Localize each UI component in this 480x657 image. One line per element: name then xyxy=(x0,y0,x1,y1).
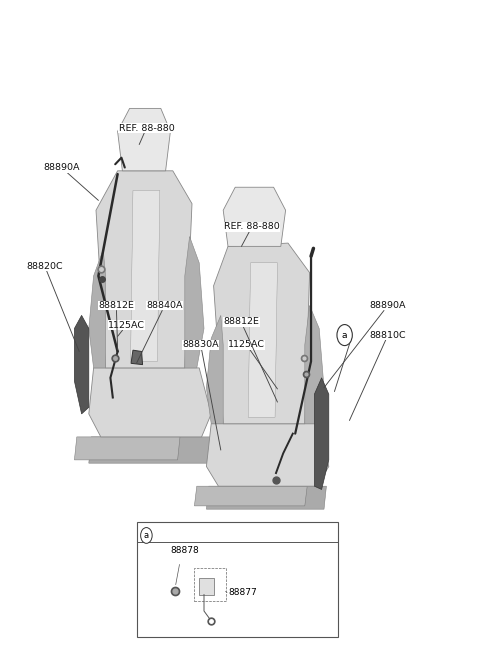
Bar xyxy=(199,578,214,595)
Polygon shape xyxy=(74,437,180,460)
Text: REF. 88-880: REF. 88-880 xyxy=(224,222,280,246)
Polygon shape xyxy=(206,486,326,509)
Polygon shape xyxy=(223,187,286,246)
Circle shape xyxy=(141,528,152,543)
Polygon shape xyxy=(131,191,160,361)
Polygon shape xyxy=(96,171,192,368)
Text: 1125AC: 1125AC xyxy=(228,340,277,389)
Polygon shape xyxy=(89,368,211,437)
Text: 88830A: 88830A xyxy=(182,340,221,450)
Polygon shape xyxy=(194,486,307,506)
Polygon shape xyxy=(305,306,324,424)
Text: 1125AC: 1125AC xyxy=(108,321,145,336)
Polygon shape xyxy=(314,378,329,489)
Text: 88812E: 88812E xyxy=(98,301,134,350)
Polygon shape xyxy=(89,437,214,463)
Polygon shape xyxy=(74,315,89,414)
Text: a: a xyxy=(342,330,348,340)
Text: 88810C: 88810C xyxy=(349,330,406,420)
Bar xyxy=(194,568,226,601)
Text: a: a xyxy=(144,531,149,540)
Text: 88840A: 88840A xyxy=(137,301,183,363)
Polygon shape xyxy=(206,315,223,424)
Text: 88878: 88878 xyxy=(170,546,199,555)
Polygon shape xyxy=(185,237,204,368)
Polygon shape xyxy=(248,263,277,417)
Text: 88890A: 88890A xyxy=(324,301,406,388)
Text: 88890A: 88890A xyxy=(43,163,98,200)
Polygon shape xyxy=(214,243,310,424)
Polygon shape xyxy=(206,424,329,486)
Polygon shape xyxy=(131,350,143,365)
Text: 88877: 88877 xyxy=(228,588,257,597)
Text: REF. 88-880: REF. 88-880 xyxy=(119,124,174,145)
Polygon shape xyxy=(118,108,170,171)
Bar xyxy=(137,522,338,637)
Circle shape xyxy=(337,325,352,346)
Text: 88820C: 88820C xyxy=(26,261,79,351)
Polygon shape xyxy=(89,250,106,368)
Text: 88812E: 88812E xyxy=(223,317,277,402)
